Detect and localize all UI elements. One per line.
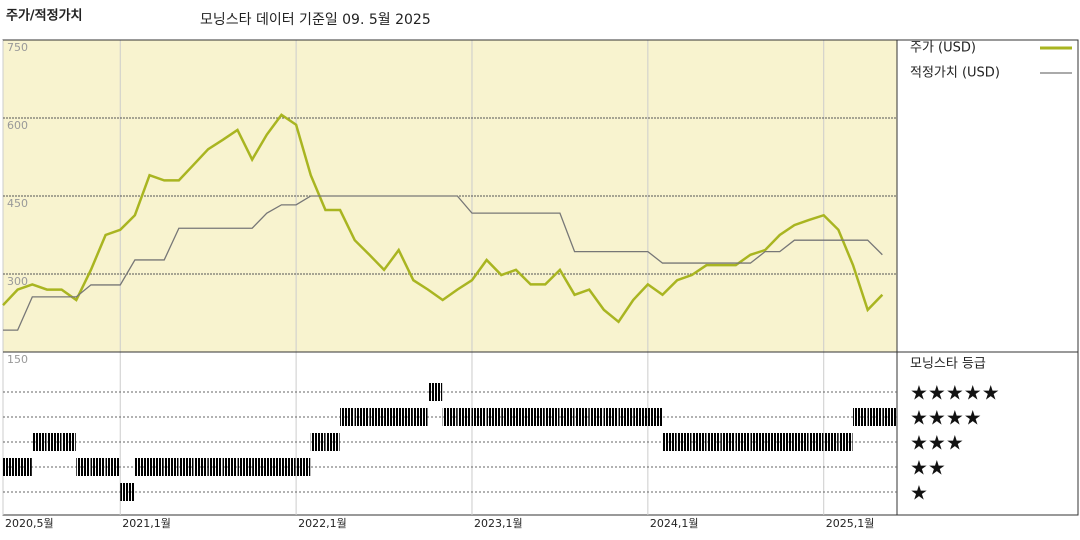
rating-bar (237, 458, 252, 476)
rating-bar (428, 383, 443, 401)
rating-bar (765, 433, 780, 451)
x-tick-label: 2025,1월 (826, 517, 875, 530)
chart-title: 주가/적정가치 (6, 8, 83, 24)
rating-bar (603, 408, 619, 426)
rating-bar (325, 433, 340, 451)
rating-bar (809, 433, 824, 451)
x-tick-label: 2024,1월 (650, 517, 699, 530)
y-tick-label: 750 (7, 41, 28, 54)
rating-bar (882, 408, 897, 426)
rating-bar (545, 408, 560, 426)
rating-level: ★★★★★ (910, 381, 1000, 405)
rating-bar (193, 458, 208, 476)
legend-label: 적정가치 (USD) (910, 66, 1000, 81)
rating-bar (442, 408, 457, 426)
rating-bar (735, 433, 750, 451)
rating-bar (486, 408, 501, 426)
x-tick-label: 2021,1월 (122, 517, 171, 530)
rating-bar (90, 458, 106, 476)
rating-bar (853, 408, 868, 426)
rating-bar (134, 458, 150, 476)
plot: 2020,5월 2021,1월 2022,1월 2023,1월 2024,1월 2025,… (2, 39, 1072, 530)
rating-bar (266, 458, 281, 476)
rating-bar (32, 433, 47, 451)
rating-bar (164, 458, 179, 476)
y-tick-label: 300 (7, 275, 28, 288)
rating-level: ★★ (910, 456, 946, 480)
x-tick-label: 2020,5월 (5, 517, 54, 530)
rating-bar (222, 458, 237, 476)
rating-bar (384, 408, 399, 426)
x-tick-label: 2023,1월 (474, 517, 523, 530)
rating-bar (354, 408, 369, 426)
rating-bar (178, 458, 194, 476)
rating-bar (46, 433, 62, 451)
rating-bar (208, 458, 223, 476)
rating-bar (76, 458, 91, 476)
rating-bar (838, 433, 853, 451)
rating-bar (559, 408, 575, 426)
rating-bar (61, 433, 76, 451)
rating-bar (647, 408, 663, 426)
rating-bar (471, 408, 487, 426)
rating-bar (120, 483, 135, 501)
rating-title: 모닝스타 등급 (910, 357, 986, 372)
chart-subtitle: 모닝스타 데이터 기준일 09. 5월 2025 (200, 12, 431, 28)
rating-bar (340, 408, 355, 426)
rating-level: ★ (910, 481, 928, 505)
rating-bar (105, 458, 120, 476)
line-series (2, 113, 884, 324)
y-tick-label: 150 (7, 353, 28, 366)
rating-bar (677, 433, 692, 451)
rating-bar (369, 408, 384, 426)
rating-bar (662, 433, 677, 451)
rating-bar (252, 458, 267, 476)
rating-bar (574, 408, 589, 426)
rating-bar (691, 433, 706, 451)
y-tick-label: 600 (7, 119, 28, 132)
rating-bar (823, 433, 838, 451)
rating-bar (706, 433, 721, 451)
rating-bar (281, 458, 296, 476)
rating-bar (501, 408, 516, 426)
rating-bar (530, 408, 545, 426)
rating-level: ★★★ (910, 431, 964, 455)
rating-bar (867, 408, 882, 426)
rating-bar (750, 433, 765, 451)
x-tick-label: 2022,1월 (298, 517, 347, 530)
rating-bar (3, 458, 18, 476)
rating-bar (721, 433, 736, 451)
rating-bar (515, 408, 531, 426)
legend-label: 주가 (USD) (910, 41, 976, 56)
rating-level: ★★★★ (910, 406, 982, 430)
rating-bar (457, 408, 472, 426)
rating-bar (310, 433, 325, 451)
rating-bar (296, 458, 311, 476)
rating-bar (17, 458, 32, 476)
rating-bar (794, 433, 809, 451)
rating-bar (413, 408, 428, 426)
line-series (3, 195, 883, 331)
rating-bar (633, 408, 648, 426)
rating-bar (779, 433, 794, 451)
rating-bar (589, 408, 604, 426)
rating-bar (149, 458, 164, 476)
y-tick-label: 450 (7, 197, 28, 210)
rating-bar (618, 408, 633, 426)
rating-bar (398, 408, 413, 426)
